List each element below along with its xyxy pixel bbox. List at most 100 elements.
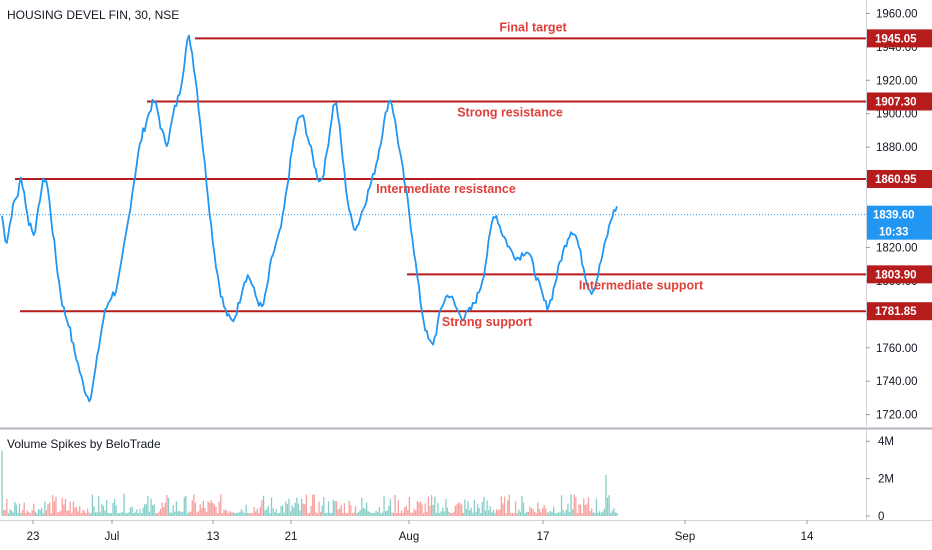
volume-bar — [9, 509, 11, 516]
volume-bar — [318, 501, 320, 516]
volume-bar — [140, 513, 143, 516]
level-label-box — [867, 265, 932, 284]
volume-bar — [142, 507, 144, 516]
volume-bar — [151, 505, 154, 516]
volume-bar — [156, 512, 159, 516]
volume-bar — [234, 512, 236, 516]
volume-bar — [231, 512, 233, 516]
volume-bar — [335, 501, 338, 516]
volume-bar — [243, 513, 246, 516]
volume-bar — [128, 512, 130, 516]
volume-bar — [586, 503, 588, 516]
volume-bar — [305, 494, 308, 516]
volume-bar — [568, 512, 571, 516]
volume-axis[interactable]: 4M 2M 0 — [866, 436, 894, 523]
volume-bar — [74, 507, 76, 516]
volume-bar — [389, 498, 392, 516]
volume-bar — [326, 512, 328, 516]
volume-bar — [595, 498, 598, 516]
volume-bar — [313, 494, 315, 516]
volume-bar — [23, 502, 25, 516]
volume-bar — [174, 511, 176, 516]
volume-bar — [319, 512, 322, 516]
volume-bar — [384, 511, 387, 516]
volume-bar — [391, 512, 393, 516]
price-pane[interactable] — [0, 0, 866, 428]
volume-bar — [505, 513, 507, 516]
volume-bar — [228, 512, 230, 516]
level-label-box — [867, 92, 932, 111]
volume-bar — [307, 513, 309, 516]
volume-bar — [129, 507, 132, 516]
volume-bar — [158, 511, 160, 516]
volume-bar — [354, 506, 357, 516]
price-tick-label: 1740.00 — [876, 376, 918, 388]
volume-bars — [1, 450, 618, 516]
volume-bar — [603, 508, 606, 516]
volume-bar — [212, 502, 214, 516]
volume-bar — [589, 511, 591, 516]
volume-bar — [488, 510, 490, 516]
price-tick-label: 1920.00 — [876, 75, 918, 87]
volume-bar — [451, 512, 453, 516]
volume-bar — [267, 506, 269, 516]
volume-bar — [434, 496, 436, 516]
volume-bar — [247, 512, 249, 516]
volume-bar — [475, 511, 477, 516]
volume-bar — [281, 505, 284, 516]
volume-bar — [55, 496, 57, 516]
volume-bar — [7, 513, 10, 516]
volume-bar — [291, 505, 293, 516]
volume-bar — [209, 502, 211, 516]
volume-bar — [166, 495, 168, 516]
volume-bar — [508, 494, 510, 516]
volume-bar — [275, 509, 277, 516]
volume-bar — [443, 511, 445, 516]
volume-bar — [386, 510, 388, 516]
volume-bar — [285, 501, 287, 516]
time-tick-label: Aug — [399, 531, 419, 543]
volume-bar — [253, 507, 255, 516]
volume-bar — [552, 506, 555, 516]
volume-bar — [121, 511, 124, 516]
volume-bar — [456, 504, 458, 516]
volume-bar — [578, 504, 580, 516]
volume-bar — [85, 513, 87, 516]
volume-bar — [332, 499, 334, 516]
time-axis[interactable]: 23 Jul 13 21 Aug 17 Sep 14 — [27, 520, 814, 543]
level-labels: 1945.05 Final target 1907.30 Strong resista… — [376, 20, 932, 329]
volume-bar — [365, 502, 368, 516]
volume-bar — [34, 511, 36, 516]
volume-bar — [22, 509, 24, 516]
volume-bar — [213, 504, 216, 516]
volume-bar — [90, 513, 92, 516]
volume-bar — [564, 512, 566, 516]
volume-bar — [86, 508, 89, 516]
volume-bar — [106, 499, 108, 516]
volume-bar — [164, 502, 166, 516]
volume-bar — [399, 513, 401, 516]
volume-bar — [423, 513, 425, 516]
volume-bar — [299, 510, 301, 516]
volume-bar — [224, 509, 227, 516]
volume-bar — [218, 501, 220, 516]
volume-bar — [61, 497, 63, 516]
volume-bar — [302, 503, 304, 516]
volume-bar — [377, 512, 379, 516]
volume-bar — [194, 502, 197, 516]
volume-bar — [549, 510, 552, 516]
volume-bar — [462, 512, 464, 516]
volume-bar — [308, 513, 311, 516]
volume-bar — [402, 513, 404, 516]
volume-bar — [372, 513, 374, 516]
volume-bar — [543, 504, 545, 516]
volume-bar — [17, 512, 19, 516]
level-annotation: Strong resistance — [457, 105, 563, 119]
volume-bar — [394, 494, 396, 516]
volume-bar — [172, 505, 174, 516]
volume-bar — [559, 512, 561, 516]
volume-bar — [457, 502, 460, 516]
volume-bar — [429, 505, 431, 516]
volume-bar — [339, 508, 341, 516]
